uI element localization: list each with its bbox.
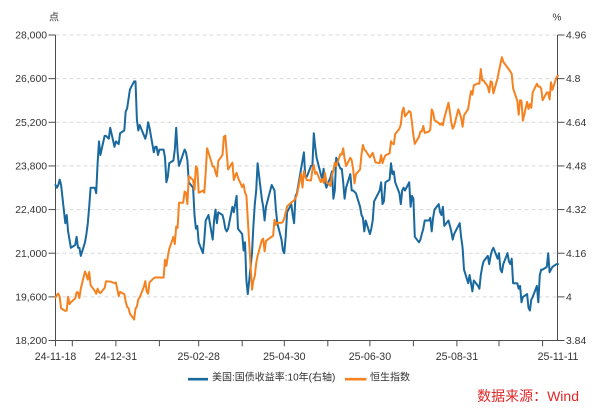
svg-text:4.8: 4.8 xyxy=(566,74,581,85)
svg-text:25-02-28: 25-02-28 xyxy=(177,351,220,363)
svg-text:恒生指数: 恒生指数 xyxy=(370,370,410,383)
svg-text:4.16: 4.16 xyxy=(566,249,586,260)
svg-text:25-06-30: 25-06-30 xyxy=(349,351,392,363)
svg-text:4.96: 4.96 xyxy=(566,31,586,42)
svg-text:4: 4 xyxy=(566,293,572,304)
svg-text:26,600: 26,600 xyxy=(15,74,47,85)
svg-text:数据来源：Wind: 数据来源：Wind xyxy=(477,388,579,404)
svg-text:25-11-11: 25-11-11 xyxy=(538,351,579,363)
svg-text:19,600: 19,600 xyxy=(15,293,47,304)
svg-text:3.84: 3.84 xyxy=(566,336,586,347)
svg-text:18,200: 18,200 xyxy=(15,336,47,347)
svg-text:22,400: 22,400 xyxy=(15,205,47,216)
svg-text:25-04-30: 25-04-30 xyxy=(263,351,306,363)
svg-text:24-11-18: 24-11-18 xyxy=(35,351,77,363)
svg-text:4.64: 4.64 xyxy=(566,118,586,129)
svg-text:%: % xyxy=(553,13,562,24)
svg-text:4.48: 4.48 xyxy=(566,162,586,173)
svg-text:23,800: 23,800 xyxy=(15,162,47,173)
svg-text:点: 点 xyxy=(49,12,59,24)
svg-text:25,200: 25,200 xyxy=(15,118,47,129)
svg-text:4.32: 4.32 xyxy=(566,205,586,216)
svg-text:24-12-31: 24-12-31 xyxy=(95,351,138,363)
svg-text:21,000: 21,000 xyxy=(15,249,47,260)
svg-text:28,000: 28,000 xyxy=(15,31,47,42)
svg-text:美国:国债收益率:10年(右轴): 美国:国债收益率:10年(右轴) xyxy=(212,370,335,383)
svg-text:25-08-31: 25-08-31 xyxy=(436,351,479,363)
